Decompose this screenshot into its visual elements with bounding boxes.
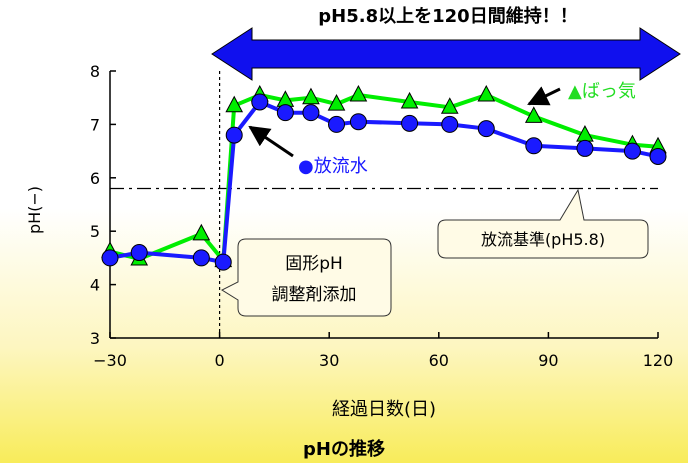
y-tick-label: 4 (90, 276, 100, 295)
aeration-point (524, 106, 543, 123)
effluent-point (101, 249, 119, 267)
effluent-point (525, 137, 543, 155)
effluent-point (225, 126, 243, 144)
standard-callout-box (437, 188, 649, 259)
aeration-point (477, 84, 496, 102)
y-axis-label: pH(−) (25, 186, 44, 234)
effluent-point (251, 93, 269, 111)
x-axis-label: 経過日数(日) (332, 399, 436, 420)
aeration-point (400, 91, 419, 109)
effluent-point (349, 113, 367, 131)
y-tick-label: 5 (90, 222, 100, 241)
addition-callout-line2: 調整剤添加 (272, 285, 357, 305)
x-tick-label: 30 (319, 351, 339, 370)
banner-label: pH5.8以上を120日間維持！！ (318, 5, 577, 27)
x-tick-label: 0 (215, 351, 225, 370)
effluent-point (441, 115, 459, 133)
duration-double-arrow (211, 27, 681, 81)
x-tick-label: 60 (429, 351, 449, 370)
effluent-point (328, 115, 346, 133)
aeration-point (225, 95, 244, 113)
effluent-series-label: ●放流水 (298, 156, 368, 177)
aeration-point (192, 223, 211, 241)
aeration-label-arrow (527, 86, 561, 106)
y-tick-label: 3 (90, 329, 100, 348)
aeration-point (327, 94, 346, 111)
x-tick-label: 90 (538, 351, 558, 370)
aeration-point (302, 87, 320, 105)
x-tick-label: 120 (643, 351, 674, 370)
y-tick-label: 7 (90, 115, 100, 134)
effluent-point (302, 104, 320, 122)
effluent-label-arrow (248, 125, 294, 158)
x-tick-label: −30 (93, 351, 127, 370)
effluent-point (576, 139, 594, 157)
y-tick-label: 6 (90, 169, 100, 188)
effluent-point (477, 120, 495, 138)
effluent-series (101, 93, 667, 271)
standard-callout-label: 放流基準(pH5.8) (481, 230, 605, 249)
chart-title: pHの推移 (303, 438, 385, 460)
effluent-point (276, 104, 294, 122)
effluent-point (192, 249, 210, 267)
effluent-point (623, 142, 641, 160)
effluent-point (649, 147, 667, 165)
effluent-point (130, 244, 148, 262)
addition-callout-line1: 固形pH (285, 254, 343, 274)
effluent-point (401, 114, 419, 132)
effluent-point (214, 253, 232, 271)
aeration-point (440, 97, 459, 114)
addition-callout-box (220, 238, 392, 317)
aeration-series-label: ▲ばっ気 (568, 81, 636, 102)
aeration-point (349, 84, 368, 102)
y-tick-label: 8 (90, 62, 100, 81)
